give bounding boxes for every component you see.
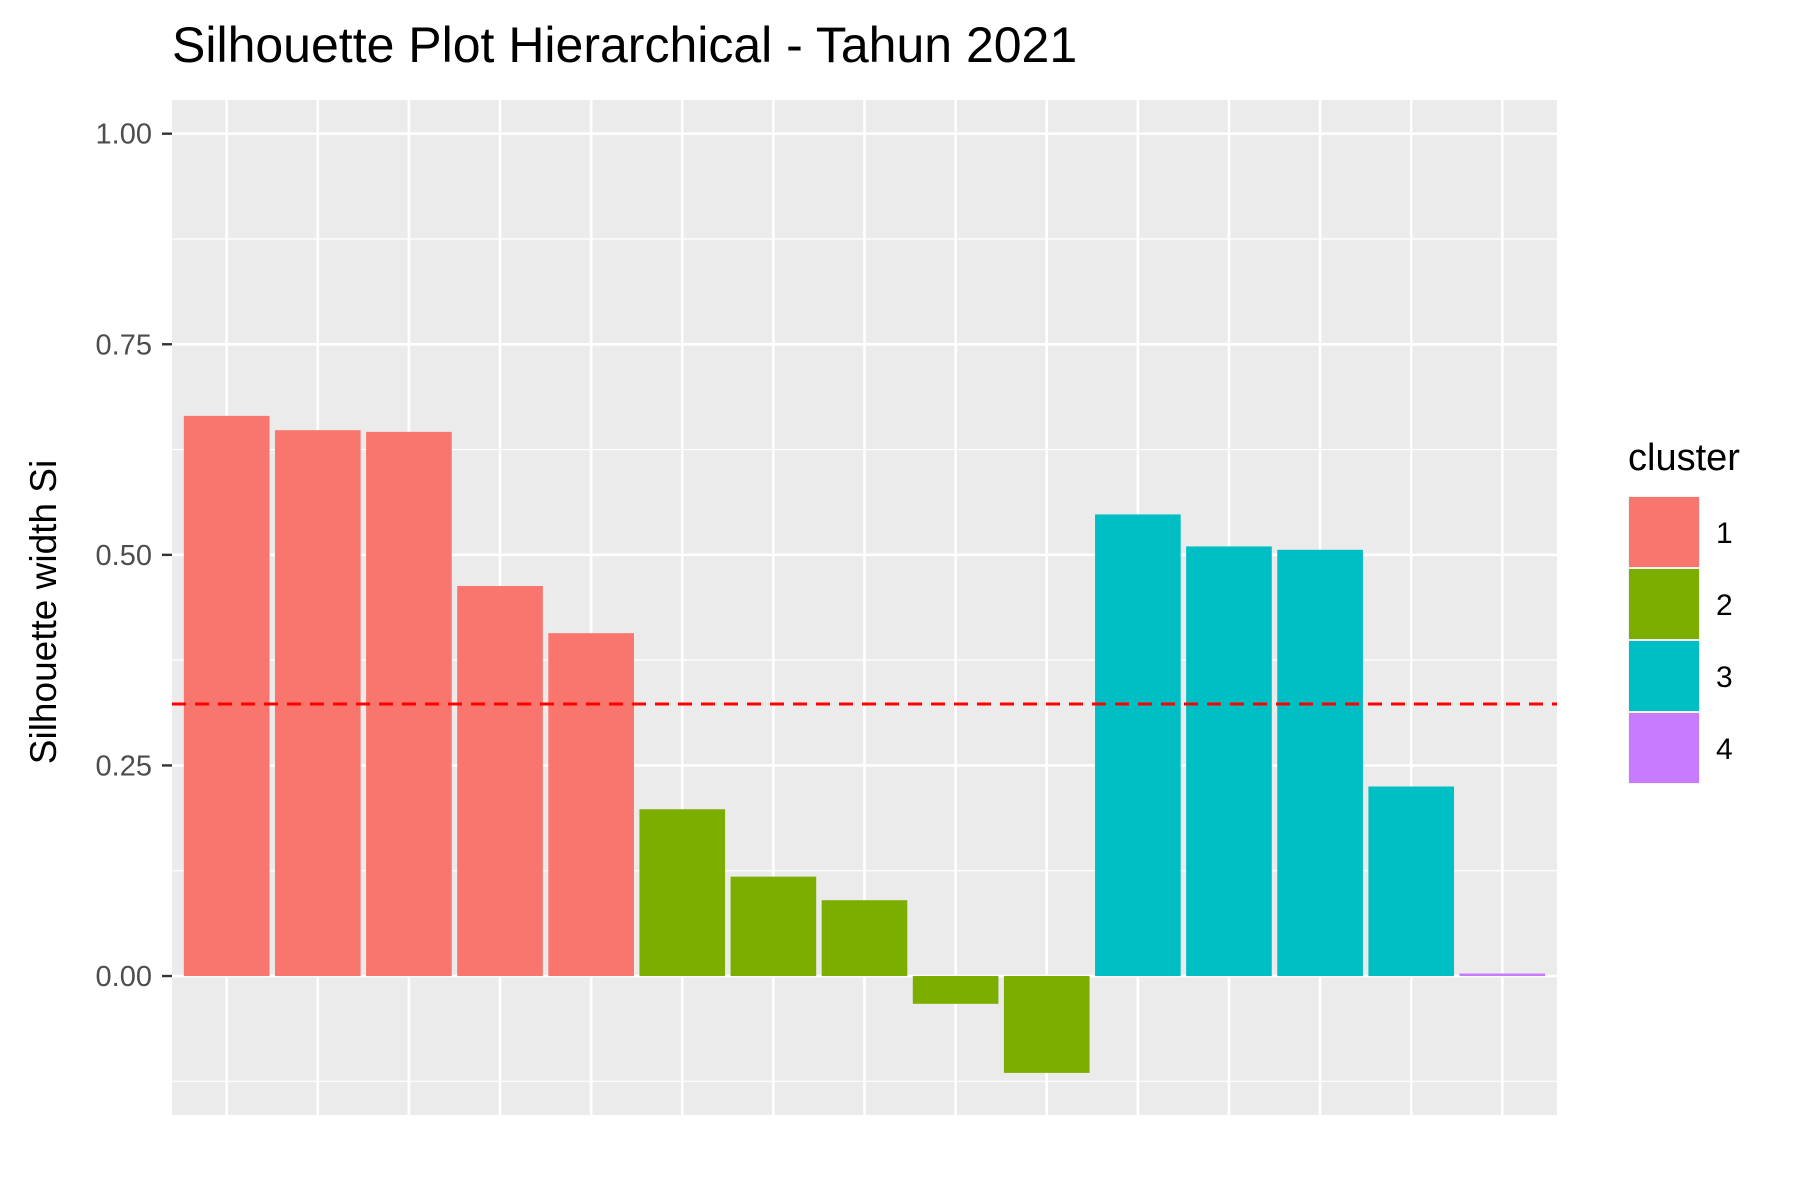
chart-title: Silhouette Plot Hierarchical - Tahun 202… — [172, 17, 1077, 73]
bar-cluster-2 — [730, 876, 817, 977]
bar-cluster-2 — [821, 900, 908, 977]
bar-cluster-3 — [1368, 786, 1455, 977]
legend-swatch-3 — [1629, 641, 1699, 711]
legend-swatch-4 — [1629, 713, 1699, 783]
legend-label-1: 1 — [1716, 517, 1733, 550]
bar-cluster-2 — [912, 976, 999, 1004]
legend-label-2: 2 — [1716, 589, 1733, 622]
bar-cluster-1 — [183, 415, 270, 977]
y-tick-label: 1.00 — [96, 119, 152, 151]
y-tick-label: 0.75 — [96, 329, 152, 361]
bar-cluster-1 — [457, 586, 543, 977]
legend-label-4: 4 — [1716, 733, 1733, 766]
bar-cluster-3 — [1186, 546, 1272, 977]
y-tick-label: 0.25 — [96, 750, 152, 782]
y-tick-label: 0.50 — [96, 540, 152, 572]
legend-label-3: 3 — [1716, 661, 1733, 694]
bar-cluster-1 — [548, 633, 634, 977]
bar-cluster-4 — [1459, 973, 1546, 977]
legend-title: cluster — [1628, 437, 1740, 479]
legend: cluster 1 2 3 4 — [1628, 437, 1740, 784]
legend-swatch-1 — [1629, 497, 1699, 567]
bar-cluster-2 — [639, 809, 726, 977]
bar-cluster-3 — [1277, 549, 1363, 977]
legend-swatch-2 — [1629, 569, 1699, 639]
y-tick-label: 0.00 — [96, 961, 152, 993]
bar-cluster-2 — [1003, 976, 1090, 1073]
y-axis-title: Silhouette width Si — [23, 460, 64, 764]
bar-cluster-3 — [1095, 514, 1181, 977]
